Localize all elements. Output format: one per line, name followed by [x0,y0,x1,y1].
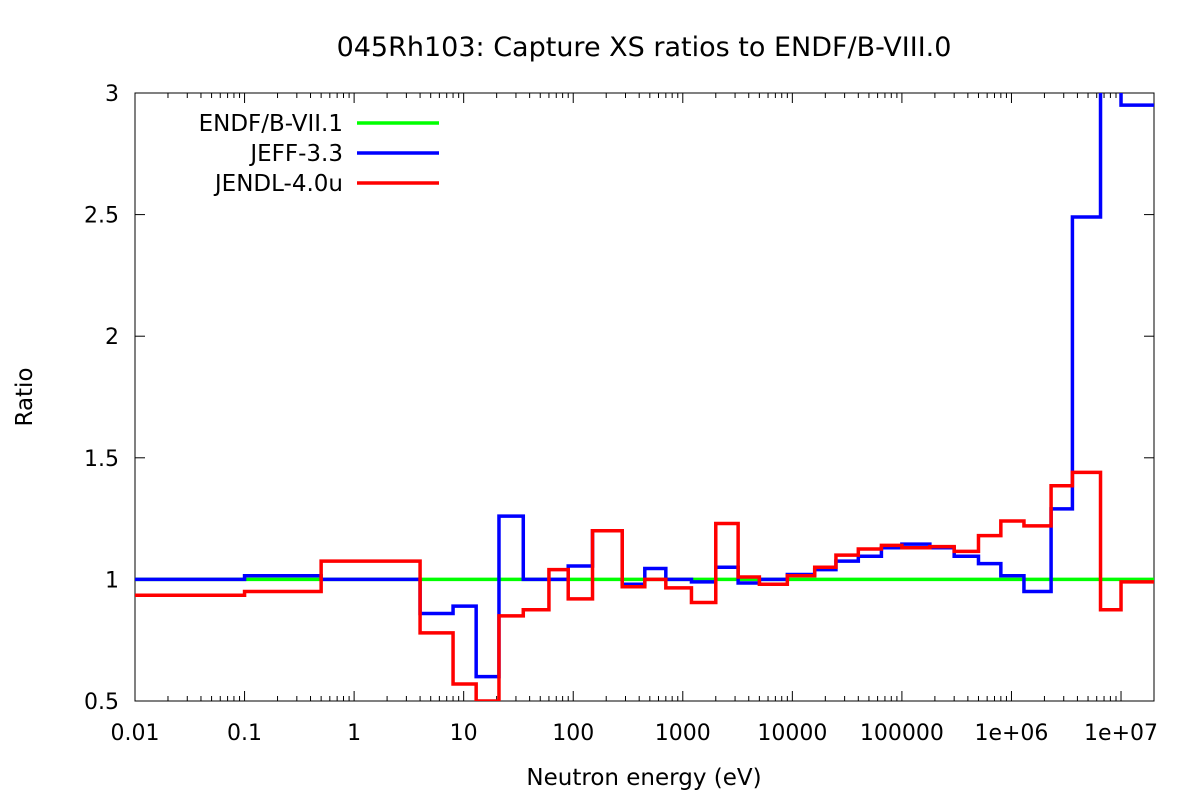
plot-frame [134,92,1155,702]
x-tick-label: 1e+06 [974,721,1048,746]
y-axis-ticks: 0.5 1 1.5 2 2.5 3 [84,82,1154,715]
x-tick-label: 100000 [860,721,944,746]
y-tick-label: 3 [105,82,119,107]
legend-label-endf-b-vii-1: ENDF/B-VII.1 [199,111,343,137]
x-tick-label: 1 [347,721,361,746]
x-tick-label: 100 [552,721,594,746]
series-line-jendl-4-0u [135,470,1154,701]
y-tick-label: 1 [105,568,119,593]
y-tick-label: 1.5 [84,447,119,472]
x-axis-ticks: 0.01 0.1 1 10 100 1000 10000 100000 1e+06 1e+07 [111,93,1158,746]
chart-title: 045Rh103: Capture XS ratios to ENDF/B-VI… [337,32,952,63]
legend-label-jeff-3-3: JEFF-3.3 [248,141,343,167]
y-tick-label: 2 [105,325,119,350]
x-tick-label: 10000 [757,721,827,746]
x-tick-label: 0.01 [111,721,160,746]
plot-area [134,92,1155,702]
series-group [135,93,1154,701]
y-tick-label: 0.5 [84,690,119,715]
x-axis-title: Neutron energy (eV) [526,765,761,791]
legend-label-jendl-4-0u: JENDL-4.0u [213,171,343,197]
x-tick-label: 0.1 [227,721,262,746]
legend: ENDF/B-VII.1 JEFF-3.3 JENDL-4.0u [199,111,439,197]
x-tick-label: 1000 [655,721,711,746]
x-tick-label: 1e+07 [1084,721,1158,746]
x-tick-label: 10 [450,721,478,746]
y-tick-label: 2.5 [84,204,119,229]
y-axis-title: Ratio [12,367,38,426]
